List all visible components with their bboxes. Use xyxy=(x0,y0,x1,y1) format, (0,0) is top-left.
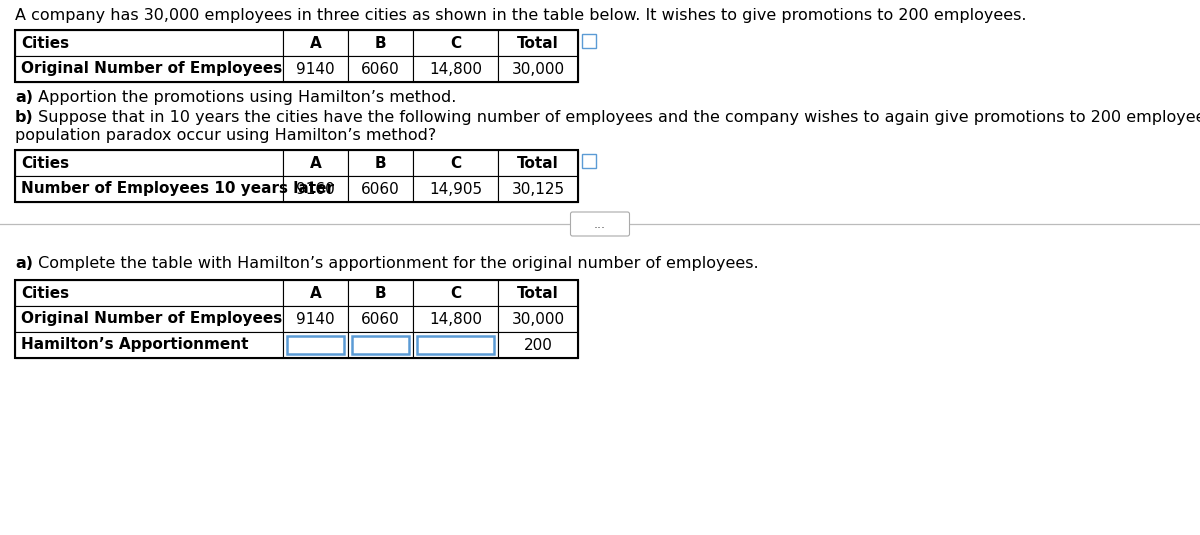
Bar xyxy=(348,306,413,332)
Bar xyxy=(14,56,283,82)
Bar xyxy=(287,336,344,354)
Bar xyxy=(348,150,413,176)
Text: A: A xyxy=(310,286,322,301)
Bar xyxy=(14,30,283,56)
Text: 14,905: 14,905 xyxy=(428,181,482,196)
Text: Apportion the promotions using Hamilton’s method.: Apportion the promotions using Hamilton’… xyxy=(34,90,456,105)
Bar xyxy=(498,176,578,202)
Bar xyxy=(283,280,348,306)
Bar xyxy=(498,30,578,56)
Bar xyxy=(348,332,413,358)
Bar xyxy=(348,176,413,202)
Bar xyxy=(413,332,498,358)
Text: a): a) xyxy=(14,256,34,271)
Text: 30,125: 30,125 xyxy=(511,181,564,196)
Bar xyxy=(498,56,578,82)
Text: 9140: 9140 xyxy=(296,311,335,326)
Bar xyxy=(498,306,578,332)
Bar xyxy=(418,336,494,354)
Text: Total: Total xyxy=(517,286,559,301)
Text: B: B xyxy=(374,35,386,50)
Text: B: B xyxy=(374,286,386,301)
Text: 9160: 9160 xyxy=(296,181,335,196)
Bar xyxy=(413,56,498,82)
Bar xyxy=(14,306,283,332)
Bar xyxy=(498,332,578,358)
Text: 6060: 6060 xyxy=(361,311,400,326)
Text: 6060: 6060 xyxy=(361,62,400,77)
Bar xyxy=(348,56,413,82)
Bar xyxy=(352,336,409,354)
Bar xyxy=(283,176,348,202)
Bar xyxy=(14,30,578,82)
Bar xyxy=(14,332,283,358)
Bar xyxy=(283,306,348,332)
Text: 6060: 6060 xyxy=(361,181,400,196)
Text: 30,000: 30,000 xyxy=(511,311,564,326)
Text: A company has 30,000 employees in three cities as shown in the table below. It w: A company has 30,000 employees in three … xyxy=(14,8,1026,23)
Text: C: C xyxy=(450,156,461,171)
Bar xyxy=(498,280,578,306)
Bar xyxy=(582,34,596,48)
Bar xyxy=(413,280,498,306)
Text: 200: 200 xyxy=(523,338,552,353)
Text: Cities: Cities xyxy=(22,156,70,171)
Bar xyxy=(283,150,348,176)
Text: b): b) xyxy=(14,110,34,125)
Bar xyxy=(413,150,498,176)
Bar xyxy=(283,30,348,56)
Text: Cities: Cities xyxy=(22,35,70,50)
Bar xyxy=(14,280,578,358)
Text: 14,800: 14,800 xyxy=(430,62,482,77)
Text: B: B xyxy=(374,156,386,171)
Text: 9140: 9140 xyxy=(296,62,335,77)
Text: Number of Employees 10 years later: Number of Employees 10 years later xyxy=(22,181,334,196)
FancyBboxPatch shape xyxy=(570,212,630,236)
Bar xyxy=(348,30,413,56)
Text: A: A xyxy=(310,35,322,50)
Text: ...: ... xyxy=(594,218,606,231)
Text: Original Number of Employees: Original Number of Employees xyxy=(22,62,282,77)
Bar xyxy=(14,280,283,306)
Bar xyxy=(14,150,578,202)
Text: Original Number of Employees: Original Number of Employees xyxy=(22,311,282,326)
Text: 30,000: 30,000 xyxy=(511,62,564,77)
Text: Total: Total xyxy=(517,35,559,50)
Text: Suppose that in 10 years the cities have the following number of employees and t: Suppose that in 10 years the cities have… xyxy=(34,110,1200,125)
Text: Complete the table with Hamilton’s apportionment for the original number of empl: Complete the table with Hamilton’s appor… xyxy=(34,256,758,271)
Text: A: A xyxy=(310,156,322,171)
Bar xyxy=(348,280,413,306)
Bar xyxy=(413,176,498,202)
Text: Total: Total xyxy=(517,156,559,171)
Bar xyxy=(14,176,283,202)
Text: a): a) xyxy=(14,90,34,105)
Bar xyxy=(498,150,578,176)
Bar xyxy=(283,56,348,82)
Bar xyxy=(413,306,498,332)
Text: population paradox occur using Hamilton’s method?: population paradox occur using Hamilton’… xyxy=(14,128,437,143)
Text: Hamilton’s Apportionment: Hamilton’s Apportionment xyxy=(22,338,248,353)
Text: C: C xyxy=(450,35,461,50)
Bar xyxy=(413,30,498,56)
Bar xyxy=(14,150,283,176)
Text: C: C xyxy=(450,286,461,301)
Text: Cities: Cities xyxy=(22,286,70,301)
Text: 14,800: 14,800 xyxy=(430,311,482,326)
Bar xyxy=(582,154,596,168)
Bar xyxy=(283,332,348,358)
